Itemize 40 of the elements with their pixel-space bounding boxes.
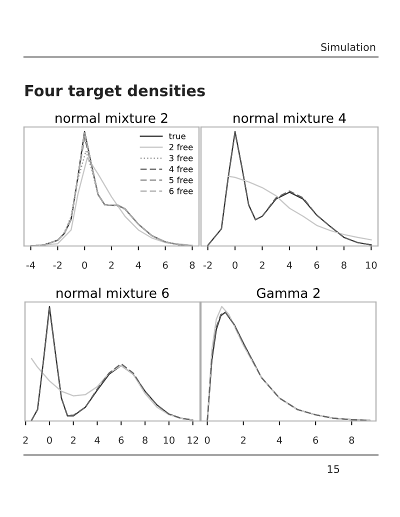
chart-title: normal mixture 4 [234, 112, 346, 124]
x-tick-label: -4 [26, 262, 36, 269]
x-tick-label: 6 [314, 261, 320, 269]
x-tick-label: 2 [23, 436, 28, 444]
text: Four target densities [25, 84, 205, 100]
x-tick-label: 6 [118, 436, 124, 444]
x-tick-label: -2 [203, 261, 212, 269]
x-tick-label: 6 [162, 261, 168, 269]
text: 15 [328, 465, 340, 474]
x-tick-label: 10 [366, 261, 377, 269]
x-tick-label: -2 [53, 261, 62, 269]
x-tick-label: 4 [276, 436, 282, 444]
x-tick-label: 6 [313, 436, 318, 444]
chart-title: normal mixture 6 [56, 288, 169, 298]
x-tick-label: 2 [109, 261, 114, 269]
x-tick-label: 2 [260, 261, 264, 269]
chart-title: Gamma 2 [256, 288, 320, 298]
x-tick-label: 2 [241, 436, 246, 444]
x-tick-label: 8 [349, 436, 354, 444]
x-tick-label: 0 [232, 261, 238, 269]
x-tick-label: 2 [71, 436, 76, 444]
x-tick-label: 0 [47, 436, 52, 444]
x-tick-label: 10 [164, 436, 174, 444]
x-tick-label: 12 [188, 436, 198, 444]
x-tick-label: 4 [136, 262, 141, 269]
x-tick-label: 0 [82, 261, 88, 269]
x-tick-label: 0 [204, 436, 210, 444]
x-tick-label: 8 [342, 261, 346, 269]
legend-label: 6 free [169, 188, 193, 194]
text: Simulation [321, 42, 376, 52]
legend-label: 5 free [169, 176, 193, 184]
legend-label: true [169, 133, 186, 140]
legend-label: 4 free [169, 166, 193, 172]
legend-label: 2 free [169, 144, 193, 150]
chart-title: normal mixture 2 [56, 112, 168, 124]
x-tick-label: 8 [190, 261, 195, 269]
x-tick-label: 4 [286, 262, 292, 269]
legend-label: 3 free [169, 154, 193, 162]
x-tick-label: 8 [142, 436, 148, 444]
x-tick-label: 4 [94, 436, 100, 444]
